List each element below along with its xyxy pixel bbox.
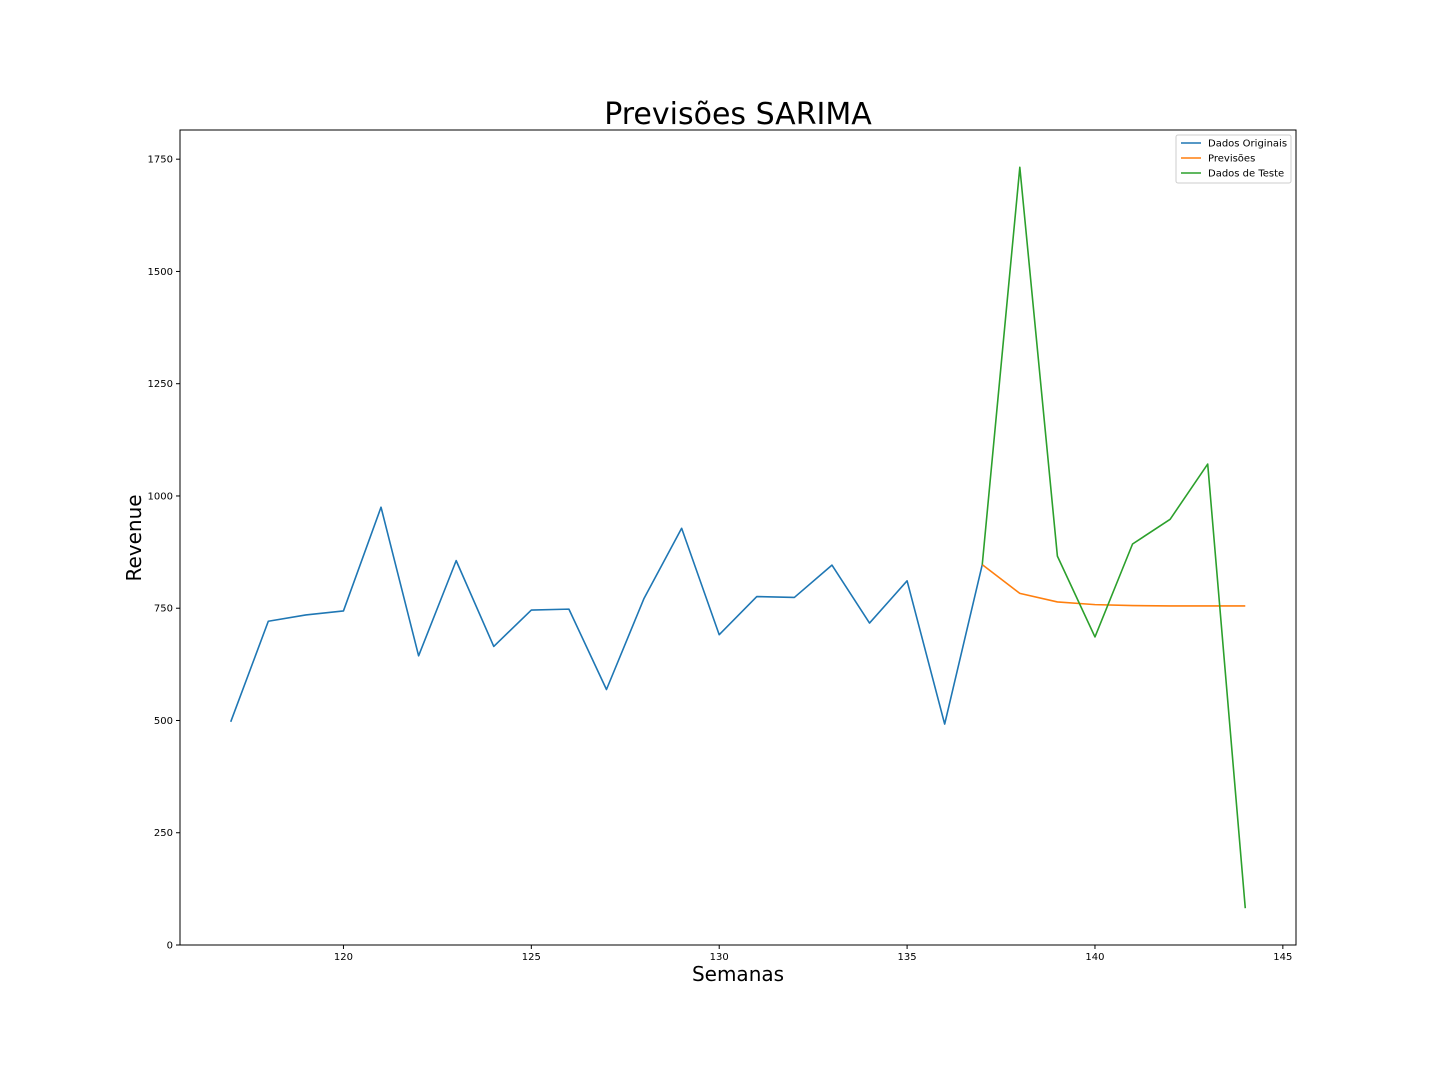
y-tick-label: 1000 (148, 491, 173, 502)
series-line-previsoes (981, 564, 1246, 607)
y-tick-label: 1750 (148, 155, 173, 166)
y-axis: 0 250 500 750 1000 1250 1500 1750 (148, 155, 180, 952)
y-axis-label: Revenue (122, 494, 146, 581)
x-tick-label: 120 (334, 952, 353, 963)
legend-box (1175, 134, 1292, 184)
y-tick-label: 500 (154, 716, 173, 727)
x-tick-label: 125 (522, 952, 541, 963)
y-tick-label: 1250 (148, 379, 173, 390)
x-axis: 120 125 130 135 140 145 (334, 945, 1292, 963)
y-tick-label: 250 (154, 828, 173, 839)
y-tick-label: 1500 (148, 267, 173, 278)
series-line-dados-de-teste (981, 166, 1247, 909)
x-tick-label: 130 (710, 952, 729, 963)
chart-title: Previsões SARIMA (604, 97, 872, 132)
legend-entry-label: Previsões (1208, 154, 1255, 165)
x-tick-label: 135 (898, 952, 917, 963)
y-tick-label: 0 (167, 941, 173, 952)
y-tick-label: 750 (154, 604, 173, 615)
legend-entry-label: Dados de Teste (1208, 169, 1284, 180)
x-axis-label: Semanas (692, 962, 784, 986)
legend-entry-label: Dados Originais (1208, 139, 1287, 150)
series-layer (229, 166, 1247, 909)
legend: Dados Originais Previsões Dados de Teste (1175, 134, 1292, 184)
plot-frame (179, 129, 1297, 946)
x-tick-label: 140 (1085, 952, 1104, 963)
x-tick-label: 145 (1273, 952, 1292, 963)
